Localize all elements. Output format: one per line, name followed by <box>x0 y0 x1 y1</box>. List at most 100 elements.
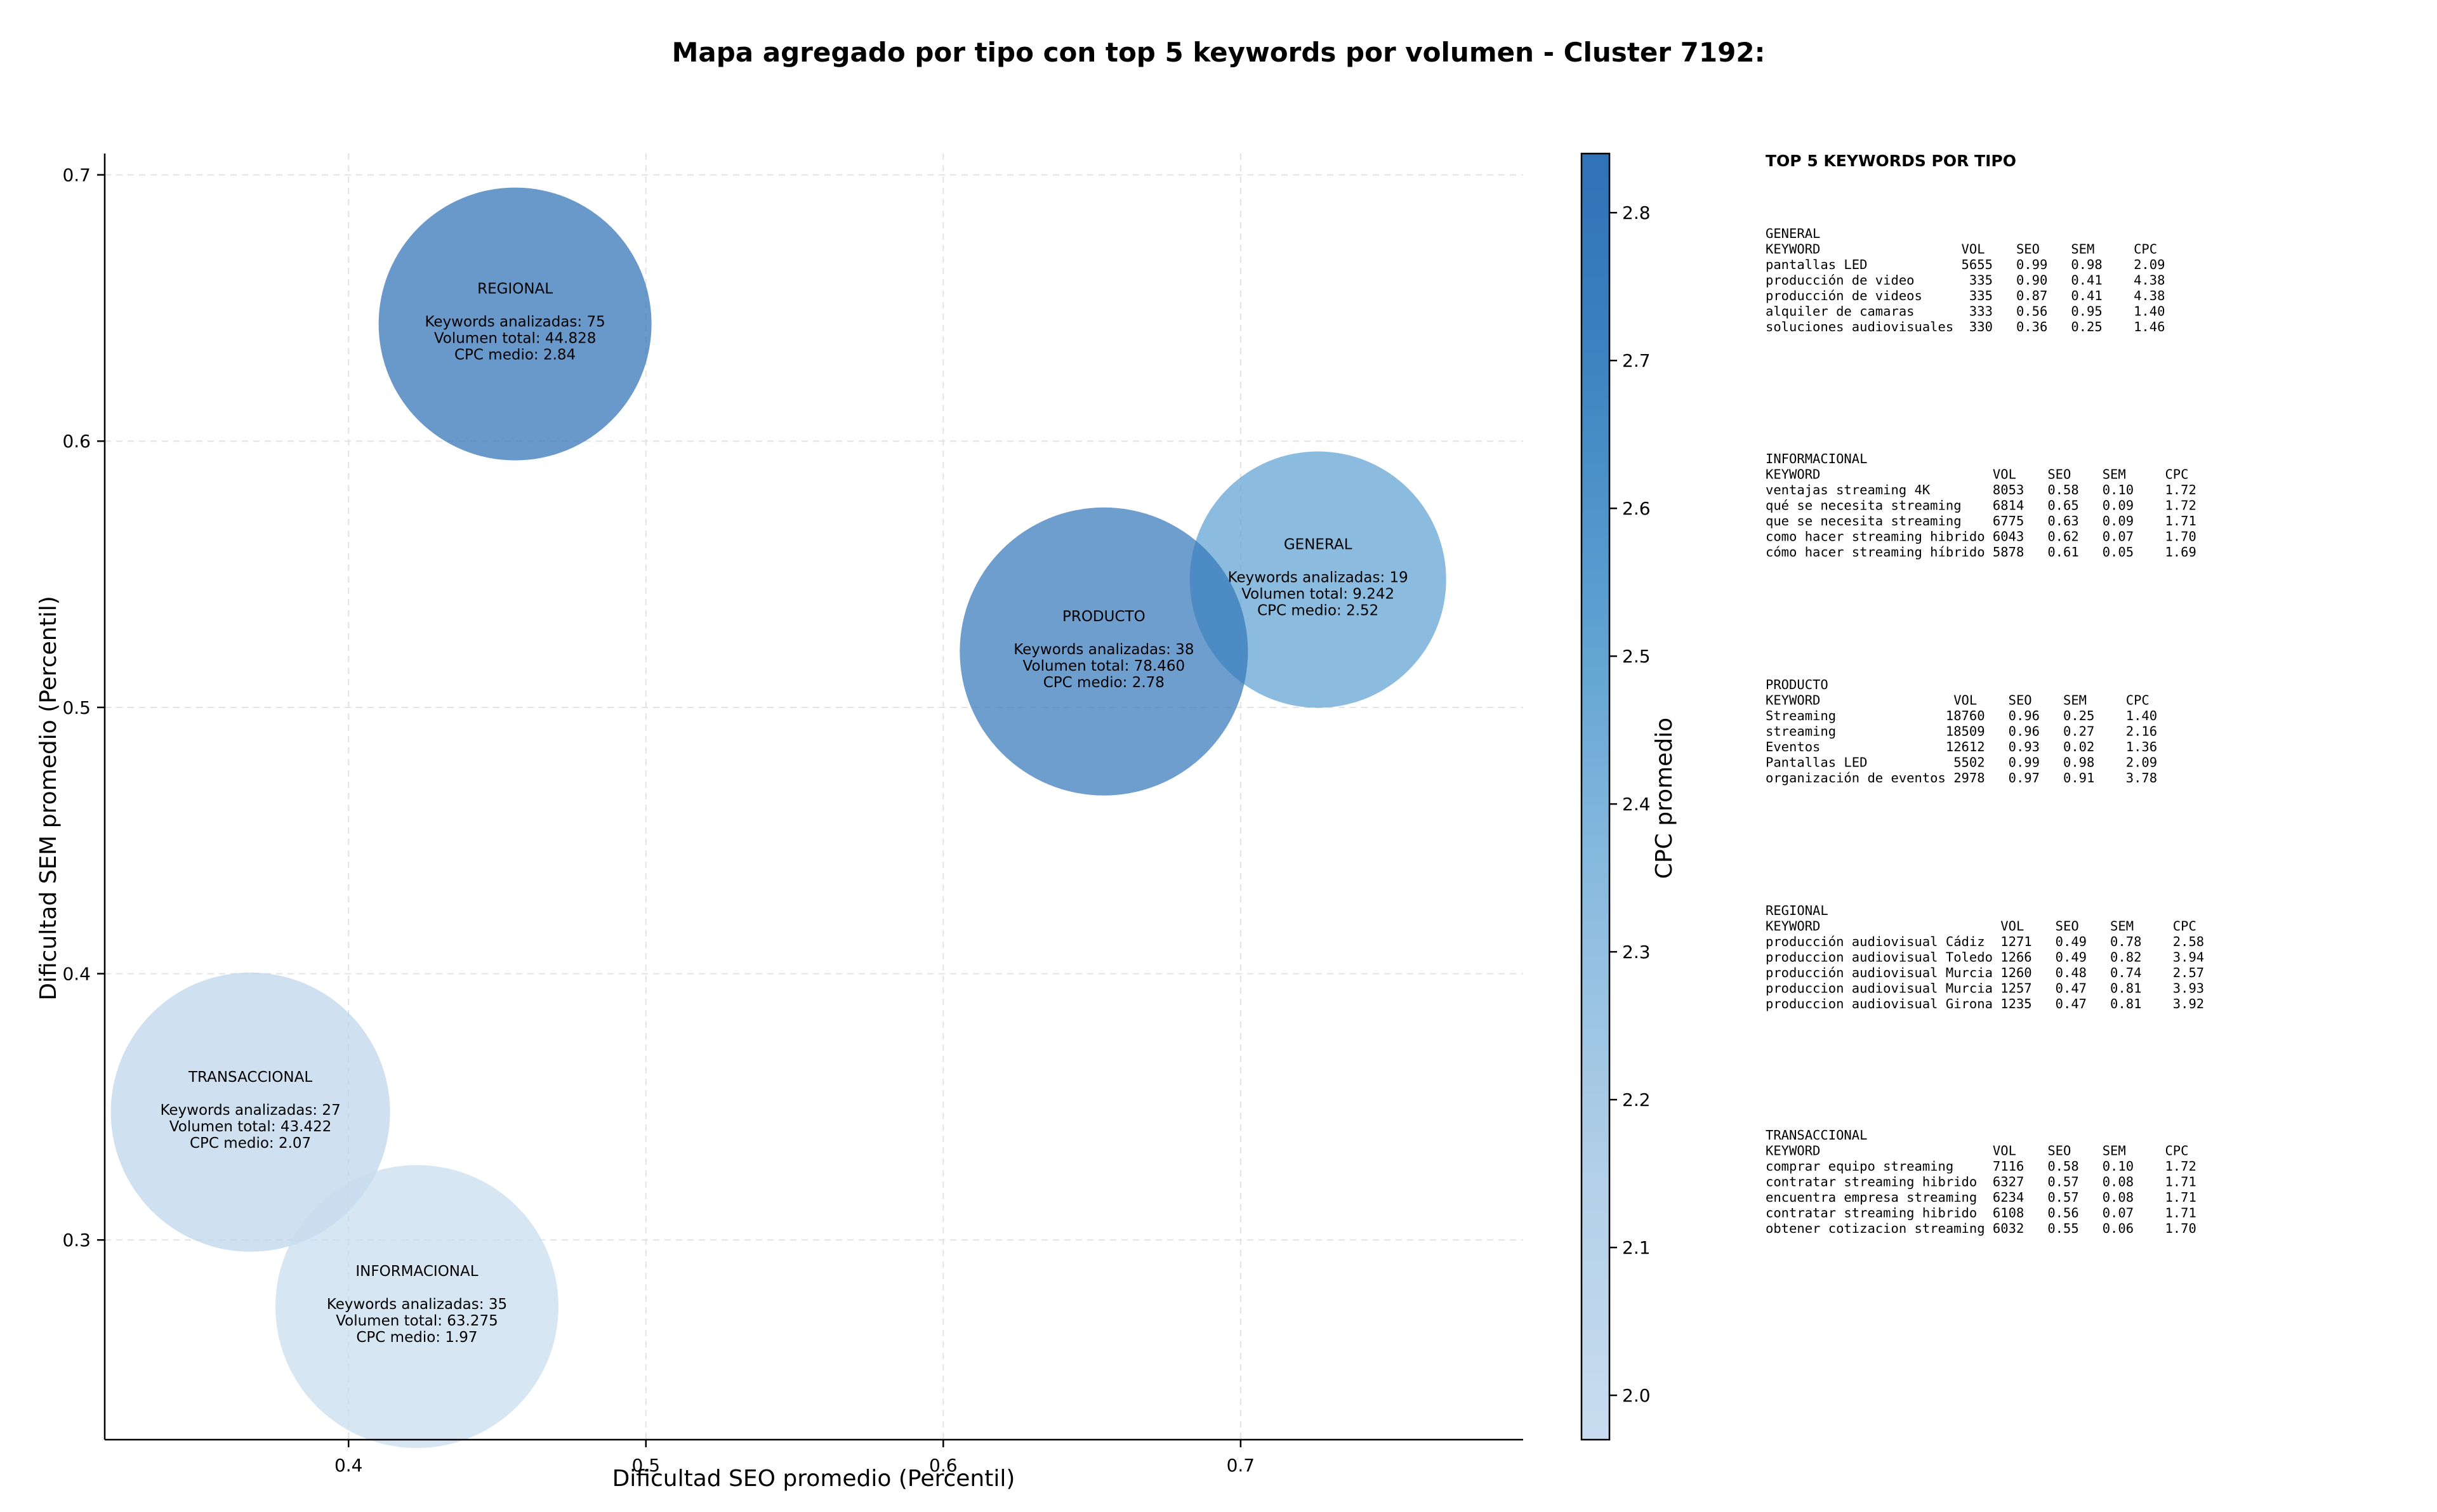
panel-row: encuentra empresa streaming 6234 0.57 0.… <box>1766 1190 2196 1205</box>
panel-row: como hacer streaming hibrido 6043 0.62 0… <box>1766 529 2196 544</box>
panel-row: producción audiovisual Murcia 1260 0.48 … <box>1766 965 2204 980</box>
panel-row: organización de eventos 2978 0.97 0.91 3… <box>1766 770 2157 786</box>
colorbar-tick-label: 2.3 <box>1622 942 1651 963</box>
panel-section-name: INFORMACIONAL <box>1766 451 1867 466</box>
y-tick-label: 0.3 <box>62 1230 91 1251</box>
bubble-volume-label: Volumen total: 63.275 <box>336 1313 498 1329</box>
y-tick-label: 0.6 <box>62 431 91 452</box>
panel-row: comprar equipo streaming 7116 0.58 0.10 … <box>1766 1159 2196 1174</box>
x-tick-label: 0.4 <box>334 1455 363 1476</box>
bubble-type-label: TRANSACCIONAL <box>188 1069 312 1086</box>
panel-row: alquiler de camaras 333 0.56 0.95 1.40 <box>1766 304 2165 319</box>
bubble-circle <box>110 972 390 1252</box>
panel-row: produccion audiovisual Murcia 1257 0.47 … <box>1766 981 2204 996</box>
bubble-type-label: PRODUCTO <box>1062 608 1146 625</box>
panel-section-name: REGIONAL <box>1766 903 1828 918</box>
colorbar-tick-label: 2.5 <box>1622 646 1651 667</box>
colorbar-tick-label: 2.8 <box>1622 202 1651 223</box>
panel-row: produccion audiovisual Toledo 1266 0.49 … <box>1766 950 2204 965</box>
panel-section-name: PRODUCTO <box>1766 677 1828 692</box>
y-axis-label: Dificultad SEM promedio (Percentil) <box>36 596 62 1001</box>
bubble-volume-label: Volumen total: 9.242 <box>1241 586 1394 602</box>
bubble-cpc-label: CPC medio: 1.97 <box>356 1329 477 1346</box>
panel-title: TOP 5 KEYWORDS POR TIPO <box>1766 152 2016 170</box>
panel-row: producción de videos 335 0.87 0.41 4.38 <box>1766 288 2165 303</box>
colorbar-tick-label: 2.0 <box>1622 1385 1651 1406</box>
bubble-keywords-label: Keywords analizadas: 38 <box>1014 641 1194 658</box>
colorbar-tick-label: 2.1 <box>1622 1237 1651 1258</box>
bubble-keywords-label: Keywords analizadas: 75 <box>425 314 605 331</box>
bubble-informacional: INFORMACIONAL Keywords analizadas: 35Volu… <box>275 1165 558 1449</box>
x-tick-label: 0.7 <box>1227 1455 1255 1476</box>
bubble-cpc-label: CPC medio: 2.78 <box>1043 674 1165 691</box>
bubble-volume-label: Volumen total: 78.460 <box>1023 658 1185 674</box>
bubble-cpc-label: CPC medio: 2.52 <box>1257 602 1378 619</box>
panel-row: cómo hacer streaming híbrido 5878 0.61 0… <box>1766 544 2196 560</box>
bubble-type-label: REGIONAL <box>477 281 553 298</box>
chart-title: Mapa agregado por tipo con top 5 keyword… <box>672 37 1766 68</box>
panel-section-name: TRANSACCIONAL <box>1766 1127 1867 1143</box>
bubble-circle <box>378 187 652 461</box>
panel-row: produccion audiovisual Girona 1235 0.47 … <box>1766 996 2204 1011</box>
bubble-keywords-label: Keywords analizadas: 27 <box>160 1102 340 1119</box>
panel-row: obtener cotizacion streaming 6032 0.55 0… <box>1766 1221 2196 1236</box>
panel-row: pantallas LED 5655 0.99 0.98 2.09 <box>1766 257 2165 272</box>
bubble-circle <box>1189 451 1446 708</box>
y-tick-label: 0.5 <box>62 697 91 718</box>
bubble-circle <box>960 507 1248 796</box>
panel-section-header: KEYWORD VOL SEO SEM CPC <box>1766 693 2150 708</box>
bubble-volume-label: Volumen total: 43.422 <box>169 1119 332 1135</box>
axes: 0.4 0.5 0.6 0.7 0.3 0.4 0.5 0.6 0.7 <box>62 154 1523 1476</box>
panel-section-name: GENERAL <box>1766 226 1820 241</box>
colorbar-tick-label: 2.7 <box>1622 350 1651 371</box>
panel-row: producción audiovisual Cádiz 1271 0.49 0… <box>1766 934 2204 949</box>
panel-row: soluciones audiovisuales 330 0.36 0.25 1… <box>1766 319 2165 334</box>
x-tick-label: 0.6 <box>929 1455 958 1476</box>
panel-row: que se necesita streaming 6775 0.63 0.09… <box>1766 513 2196 529</box>
panel-row: Streaming 18760 0.96 0.25 1.40 <box>1766 708 2157 723</box>
bubble-volume-label: Volumen total: 44.828 <box>434 331 597 347</box>
bubble-type-label: INFORMACIONAL <box>355 1263 478 1280</box>
colorbar-tick-label: 2.6 <box>1622 498 1651 519</box>
bubble-circle <box>275 1165 558 1449</box>
colorbar-ticks: 2.0 2.1 2.2 2.3 2.4 2.5 2.6 2.7 2.8 <box>1609 202 1651 1406</box>
bubble-cpc-label: CPC medio: 2.84 <box>454 347 576 364</box>
panel-section-header: KEYWORD VOL SEO SEM CPC <box>1766 1143 2188 1159</box>
colorbar-tick-label: 2.4 <box>1622 794 1651 815</box>
grid-lines <box>105 154 1523 1440</box>
colorbar: 2.0 2.1 2.2 2.3 2.4 2.5 2.6 2.7 2.8 CPC promedio <box>1580 152 1677 1441</box>
x-axis-label: Dificultad SEO promedio (Percentil) <box>612 1466 1015 1492</box>
panel-section-header: KEYWORD VOL SEO SEM CPC <box>1766 919 2196 934</box>
panel-row: Eventos 12612 0.93 0.02 1.36 <box>1766 739 2157 754</box>
colorbar-tick-label: 2.2 <box>1622 1089 1651 1110</box>
y-tick-label: 0.7 <box>62 165 91 186</box>
bubble-keywords-label: Keywords analizadas: 35 <box>327 1296 507 1313</box>
bubble-transaccional: TRANSACCIONAL Keywords analizadas: 27Volu… <box>110 972 390 1252</box>
panel-row: producción de video 335 0.90 0.41 4.38 <box>1766 273 2165 288</box>
panel-row: qué se necesita streaming 6814 0.65 0.09… <box>1766 498 2196 513</box>
colorbar-label: CPC promedio <box>1651 718 1677 879</box>
panel-row: contratar streaming hibrido 6327 0.57 0.… <box>1766 1174 2196 1190</box>
panel-section-header: KEYWORD VOL SEO SEM CPC <box>1766 242 2157 257</box>
x-tick-label: 0.5 <box>632 1455 661 1476</box>
bubble-cpc-label: CPC medio: 2.07 <box>190 1135 311 1152</box>
panel-row: contratar streaming hibrido 6108 0.56 0.… <box>1766 1206 2196 1221</box>
panel-row: Pantallas LED 5502 0.99 0.98 2.09 <box>1766 755 2157 770</box>
panel-row: ventajas streaming 4K 8053 0.58 0.10 1.7… <box>1766 482 2196 497</box>
y-tick-label: 0.4 <box>62 964 91 985</box>
panel-section-header: KEYWORD VOL SEO SEM CPC <box>1766 467 2188 482</box>
bubble-type-label: GENERAL <box>1284 536 1352 553</box>
panel-row: streaming 18509 0.96 0.27 2.16 <box>1766 724 2157 739</box>
colorbar-gradient <box>1580 152 1611 1441</box>
